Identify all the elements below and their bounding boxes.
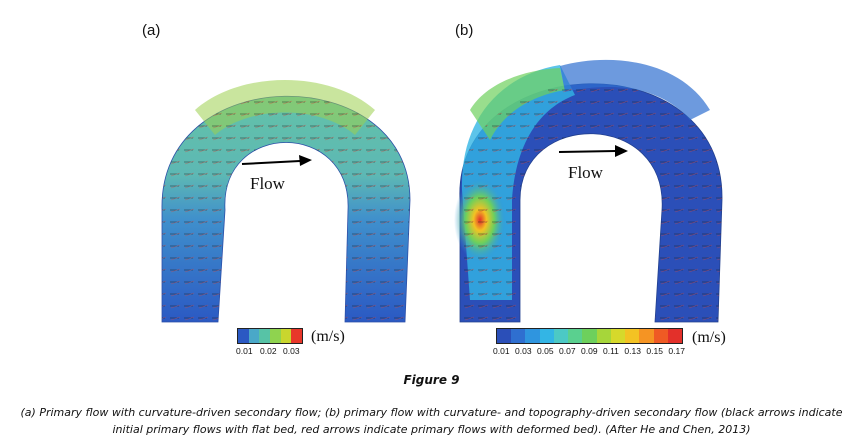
- figure-title: Figure 9: [403, 373, 460, 387]
- panel-a-flow-label: Flow: [250, 174, 285, 193]
- colorbar-b-seg: [568, 329, 583, 343]
- colorbar-a-seg: [259, 329, 271, 343]
- figure-caption: (a) Primary flow with curvature-driven s…: [20, 406, 843, 436]
- colorbar-a-seg: [270, 329, 281, 343]
- colorbar-a-seg: [291, 329, 303, 343]
- colorbar-b-seg: [596, 329, 611, 343]
- panel-b-label: (b): [455, 22, 474, 39]
- colorbar-b-tick: 0.03: [515, 346, 532, 356]
- colorbar-b-tick: 0.13: [624, 346, 641, 356]
- colorbar-b-seg: [539, 329, 554, 343]
- colorbar-b-tick: 0.05: [537, 346, 554, 356]
- colorbar-b-ticks: 0.01 0.03 0.05 0.07 0.09 0.11 0.13 0.15 …: [493, 346, 685, 356]
- colorbar-b-seg: [625, 329, 640, 343]
- colorbar-a-tick: 0.01: [236, 346, 253, 356]
- colorbar-b-seg: [653, 329, 668, 343]
- panel-b-unit: (m/s): [692, 329, 726, 346]
- colorbar-b-tick: 0.15: [646, 346, 663, 356]
- colorbar-b-seg: [497, 329, 512, 343]
- colorbar-b-seg: [582, 329, 597, 343]
- colorbar-a-seg: [238, 329, 249, 343]
- colorbar-b-seg: [525, 329, 540, 343]
- colorbar-b-tick: 0.09: [581, 346, 598, 356]
- colorbar-a-seg: [280, 329, 292, 343]
- panel-a-unit: (m/s): [311, 328, 345, 345]
- colorbar-b-tick: 0.11: [603, 346, 619, 356]
- colorbar-b-tick: 0.17: [668, 346, 685, 356]
- colorbar-b-seg: [610, 329, 626, 343]
- colorbar-b-seg: [511, 329, 526, 343]
- colorbar-b-tick: 0.01: [493, 346, 510, 356]
- colorbar-b-tick: 0.07: [559, 346, 576, 356]
- colorbar-a-tick: 0.02: [260, 346, 277, 356]
- colorbar-b-seg: [667, 329, 683, 343]
- panel-b-colorbar: [496, 328, 683, 344]
- colorbar-a-tick: 0.03: [283, 346, 300, 356]
- panel-a-colorbar: [237, 328, 303, 344]
- colorbar-b-seg: [639, 329, 654, 343]
- colorbar-b-seg: [553, 329, 569, 343]
- panel-b-flow-label: Flow: [568, 163, 603, 182]
- colorbar-a-seg: [248, 329, 260, 343]
- panel-a-label: (a): [142, 22, 161, 39]
